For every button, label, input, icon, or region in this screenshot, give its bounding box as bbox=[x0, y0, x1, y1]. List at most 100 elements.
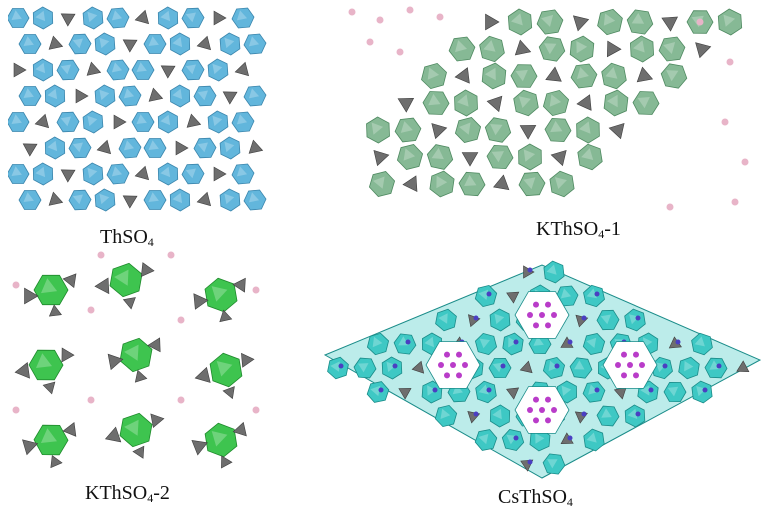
th-polyhedron bbox=[231, 111, 255, 133]
th-polyhedron bbox=[32, 162, 54, 186]
th-polyhedron-highlight bbox=[576, 41, 588, 54]
th-polyhedron-highlight bbox=[160, 10, 171, 22]
o-atom bbox=[594, 387, 600, 393]
th-polyhedron-highlight bbox=[148, 140, 159, 150]
th-polyhedron bbox=[518, 171, 546, 197]
th-polyhedron-highlight bbox=[160, 166, 171, 178]
sulfate-tetrahedron bbox=[86, 61, 102, 76]
th-polyhedron-highlight bbox=[248, 192, 260, 203]
th-polyhedron bbox=[596, 405, 620, 427]
th-polyhedron-highlight bbox=[23, 36, 34, 46]
th-polyhedron bbox=[243, 85, 267, 107]
sulfate-tetrahedron bbox=[94, 277, 110, 295]
th-polyhedron bbox=[660, 63, 688, 89]
cs-atom bbox=[545, 417, 551, 424]
th-polyhedron bbox=[209, 352, 243, 388]
th-polyhedron bbox=[513, 89, 539, 117]
cs-atom bbox=[444, 351, 450, 358]
th-polyhedron bbox=[475, 380, 497, 404]
sulfate-tetrahedron bbox=[132, 445, 145, 459]
cs-atom bbox=[551, 312, 557, 318]
framework-outline bbox=[323, 264, 762, 479]
sulfate-tetrahedron bbox=[454, 67, 470, 84]
k-atom bbox=[696, 18, 704, 26]
th-polyhedron-highlight bbox=[72, 194, 83, 205]
th-polyhedron-highlight bbox=[36, 353, 52, 368]
th-polyhedron-highlight bbox=[160, 114, 171, 126]
cs-atom bbox=[533, 301, 539, 308]
th-polyhedron-highlight bbox=[41, 278, 58, 294]
caption-csthso4-sub: 4 bbox=[566, 495, 573, 509]
th-polyhedron-highlight bbox=[440, 408, 451, 419]
th-polyhedron bbox=[8, 112, 30, 132]
sulfate-tetrahedron bbox=[411, 360, 425, 374]
o-atom bbox=[662, 363, 668, 369]
th-polyhedron-highlight bbox=[560, 288, 572, 299]
th-polyhedron-highlight bbox=[148, 36, 159, 46]
sulfate-tetrahedron bbox=[431, 123, 448, 140]
th-polyhedron-highlight bbox=[60, 64, 71, 75]
th-polyhedron-highlight bbox=[586, 337, 597, 348]
th-polyhedron-highlight bbox=[172, 36, 183, 48]
th-polyhedron-highlight bbox=[436, 175, 448, 189]
th-polyhedron bbox=[118, 137, 142, 159]
sulfate-tetrahedron bbox=[608, 122, 625, 140]
th-polyhedron bbox=[32, 6, 54, 30]
th-polyhedron bbox=[624, 308, 646, 332]
th-polyhedron bbox=[434, 404, 458, 428]
th-polyhedron bbox=[366, 116, 390, 144]
th-polyhedron-highlight bbox=[549, 94, 562, 107]
th-polyhedron-highlight bbox=[431, 147, 444, 160]
th-polyhedron-highlight bbox=[574, 360, 585, 370]
th-polyhedron-highlight bbox=[370, 385, 381, 397]
panel-thso4 bbox=[8, 6, 270, 221]
k-atom bbox=[87, 396, 95, 404]
sulfate-tetrahedron bbox=[42, 381, 56, 395]
sulfate-tetrahedron bbox=[107, 353, 124, 371]
th-polyhedron-highlight bbox=[371, 122, 384, 135]
th-polyhedron-highlight bbox=[11, 166, 22, 176]
th-polyhedron-highlight bbox=[492, 408, 502, 420]
th-polyhedron-highlight bbox=[99, 193, 110, 205]
k-atom bbox=[366, 38, 374, 46]
th-polyhedron bbox=[538, 36, 566, 62]
th-polyhedron bbox=[56, 59, 80, 81]
o-atom bbox=[635, 411, 641, 417]
th-polyhedron-highlight bbox=[479, 338, 490, 349]
th-polyhedron-highlight bbox=[637, 97, 650, 109]
th-polyhedron bbox=[569, 357, 593, 379]
sulfate-tetrahedron bbox=[22, 439, 39, 456]
th-polyhedron bbox=[181, 59, 205, 81]
th-polyhedron-highlight bbox=[124, 344, 139, 361]
sulfate-tetrahedron bbox=[572, 15, 590, 32]
th-polyhedron bbox=[366, 332, 390, 356]
th-polyhedron-highlight bbox=[640, 385, 650, 396]
th-polyhedron bbox=[353, 357, 377, 379]
th-polyhedron bbox=[624, 404, 646, 428]
th-polyhedron-highlight bbox=[464, 174, 477, 186]
sulfate-tetrahedron bbox=[60, 169, 76, 183]
th-polyhedron-highlight bbox=[248, 88, 260, 99]
th-polyhedron bbox=[327, 356, 349, 380]
sulfate-tetrahedron bbox=[397, 97, 415, 113]
th-polyhedron bbox=[658, 36, 686, 62]
th-polyhedron bbox=[576, 116, 600, 144]
th-polyhedron-highlight bbox=[535, 433, 545, 444]
k-atom bbox=[741, 158, 749, 166]
sulfate-tetrahedron bbox=[50, 455, 63, 469]
sulfate-tetrahedron bbox=[193, 293, 209, 310]
th-polyhedron-highlight bbox=[633, 40, 645, 53]
sulfate-tetrahedron bbox=[248, 139, 264, 154]
sulfate-tetrahedron bbox=[24, 287, 39, 305]
th-polyhedron-highlight bbox=[518, 96, 531, 108]
th-polyhedron-highlight bbox=[666, 70, 679, 82]
th-polyhedron bbox=[82, 162, 104, 186]
sulfate-tetrahedron bbox=[150, 413, 165, 429]
th-polyhedron bbox=[542, 453, 566, 475]
th-polyhedron bbox=[454, 89, 478, 117]
sulfate-tetrahedron bbox=[13, 62, 27, 78]
sulfate-tetrahedron bbox=[122, 39, 138, 53]
th-polyhedron bbox=[119, 337, 153, 373]
k-atom bbox=[348, 8, 356, 16]
cs-atom bbox=[456, 372, 462, 379]
